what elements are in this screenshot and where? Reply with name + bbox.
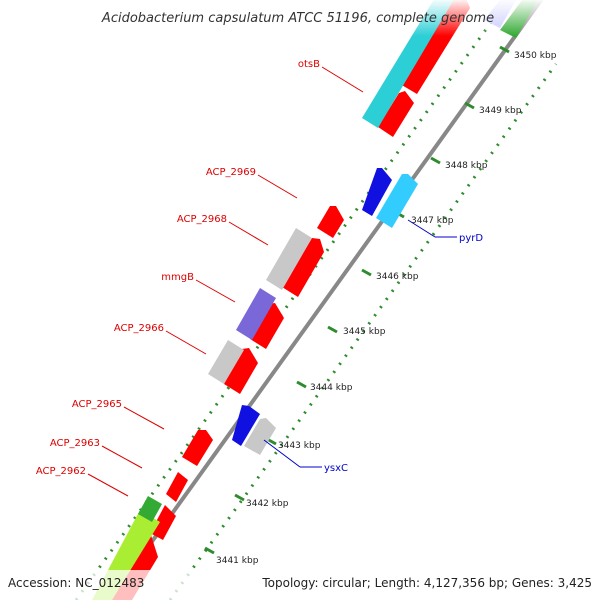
kbp-label: 3446 kbp — [376, 272, 419, 282]
cds-feature — [282, 238, 324, 297]
footer-background — [0, 570, 600, 600]
gene-label-acp-2965: ACP_2965 — [72, 399, 122, 410]
kbp-ticks — [204, 45, 510, 555]
gene-feature — [244, 418, 276, 455]
leader-lines — [87, 66, 457, 497]
cds-feature — [250, 303, 284, 349]
gene-label-mmgb: mmgB — [161, 272, 194, 283]
gene-feature — [138, 496, 162, 522]
kbp-label: 3443 kbp — [278, 441, 321, 451]
gene-feature — [376, 174, 418, 228]
cds-feature — [378, 91, 414, 137]
gene-label-otsb: otsB — [298, 59, 320, 70]
kbp-label: 3442 kbp — [246, 499, 289, 509]
accession-text: Accession: NC_012483 — [8, 576, 144, 590]
cds-feature — [166, 472, 188, 502]
tick-row-forward — [74, 0, 509, 600]
tick-row-reverse — [168, 63, 558, 600]
map-title: Acidobacterium capsulatum ATCC 51196, co… — [101, 11, 494, 26]
gene-label-acp-2962: ACP_2962 — [36, 466, 86, 477]
gene-label-acp-2963: ACP_2963 — [50, 438, 100, 449]
kbp-label: 3450 kbp — [514, 51, 557, 61]
kbp-label: 3441 kbp — [216, 556, 259, 566]
cds-feature — [317, 206, 344, 238]
gene-feature — [362, 168, 392, 216]
kbp-label: 3449 kbp — [479, 106, 522, 116]
genes-forward-outer — [92, 0, 454, 600]
kbp-labels: 3441 kbp 3442 kbp 3443 kbp 3444 kbp 3445… — [216, 51, 557, 566]
kbp-label: 3445 kbp — [343, 327, 386, 337]
title-fade — [0, 0, 600, 36]
gene-label-pyrd: pyrD — [459, 233, 483, 244]
kbp-label: 3444 kbp — [310, 383, 353, 393]
cds-feature — [150, 505, 176, 540]
gene-label-acp-2966: ACP_2966 — [114, 323, 164, 334]
cds-forward-inner — [112, 0, 470, 600]
cds-feature — [224, 348, 258, 394]
summary-text: Topology: circular; Length: 4,127,356 bp… — [261, 576, 592, 590]
kbp-label: 3448 kbp — [445, 161, 488, 171]
gene-feature — [232, 405, 260, 446]
gene-label-ysxc: ysxC — [324, 463, 348, 474]
cds-feature — [182, 430, 213, 466]
gene-feature — [266, 228, 312, 290]
gene-label-acp-2969: ACP_2969 — [206, 167, 256, 178]
backbone — [108, 0, 544, 600]
gene-label-acp-2968: ACP_2968 — [177, 214, 227, 225]
kbp-label: 3447 kbp — [411, 216, 454, 226]
gene-feature — [236, 288, 276, 340]
gene-feature — [208, 340, 244, 384]
gene-labels: otsB ACP_2969 ACP_2968 mmgB ACP_2966 ACP… — [36, 59, 484, 477]
